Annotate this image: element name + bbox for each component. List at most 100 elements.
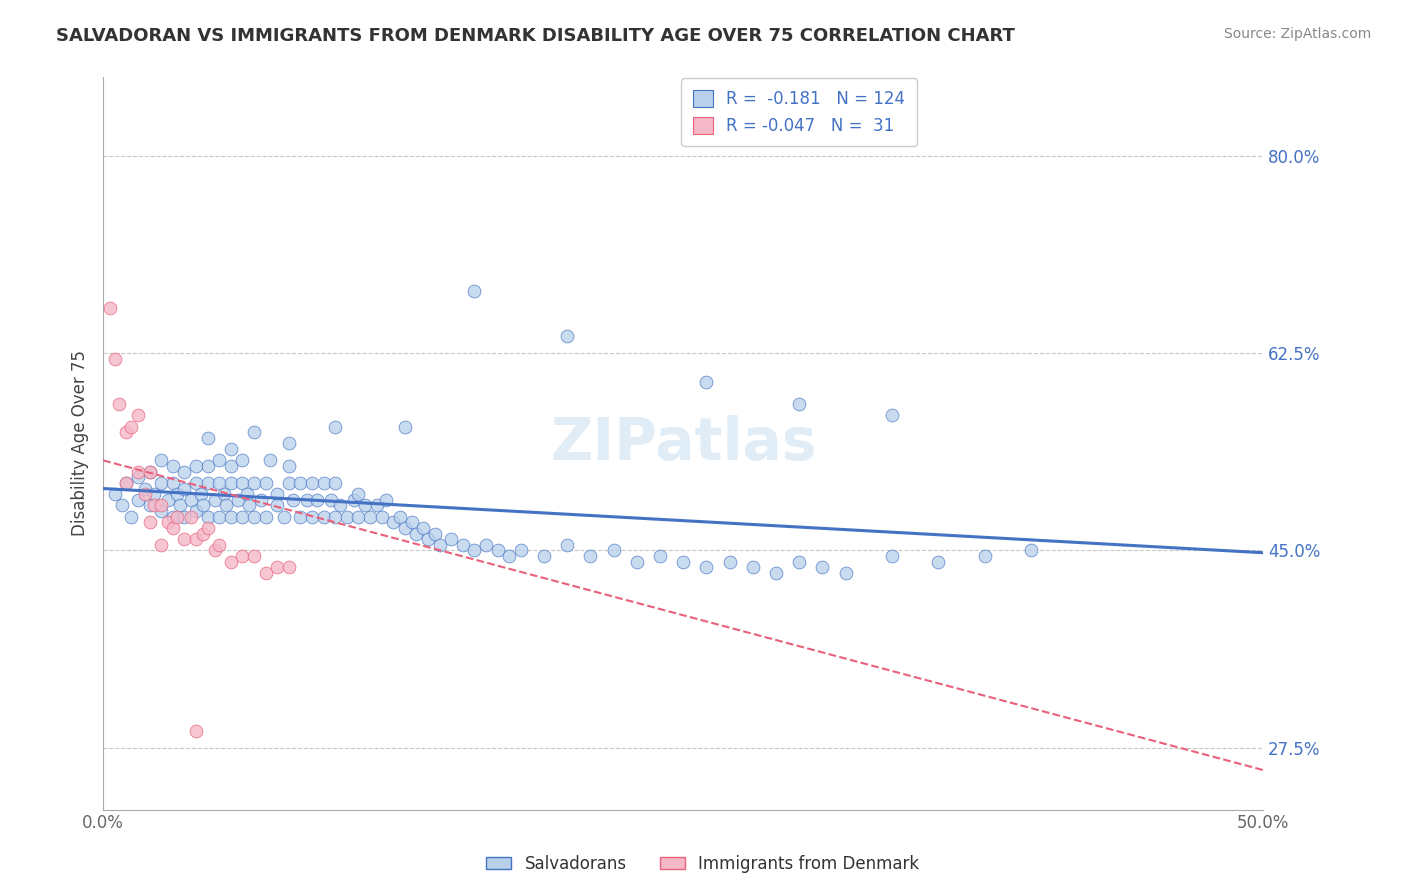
Point xyxy=(401,516,423,530)
Point xyxy=(834,566,856,580)
Point xyxy=(277,560,299,574)
Point xyxy=(412,521,434,535)
Point xyxy=(108,397,131,411)
Point xyxy=(190,487,212,501)
Point xyxy=(180,492,202,507)
Text: Source: ZipAtlas.com: Source: ZipAtlas.com xyxy=(1223,27,1371,41)
Point xyxy=(166,509,188,524)
Point xyxy=(451,538,474,552)
Point xyxy=(134,482,156,496)
Point xyxy=(382,516,405,530)
Point xyxy=(120,419,142,434)
Point xyxy=(226,492,249,507)
Point xyxy=(290,509,312,524)
Point xyxy=(162,509,184,524)
Point xyxy=(354,499,377,513)
Point xyxy=(231,509,253,524)
Point xyxy=(219,509,242,524)
Point xyxy=(150,499,173,513)
Point xyxy=(323,509,346,524)
Point xyxy=(127,470,149,484)
Point xyxy=(219,442,242,456)
Point xyxy=(138,465,160,479)
Point xyxy=(184,458,207,473)
Point xyxy=(219,475,242,490)
Point xyxy=(336,509,359,524)
Point xyxy=(208,509,231,524)
Point xyxy=(173,482,195,496)
Point xyxy=(169,499,191,513)
Point xyxy=(127,492,149,507)
Point xyxy=(555,538,578,552)
Point xyxy=(197,431,219,445)
Point xyxy=(394,521,416,535)
Point xyxy=(173,465,195,479)
Point xyxy=(212,487,235,501)
Point xyxy=(347,487,370,501)
Point xyxy=(389,509,412,524)
Point xyxy=(312,475,335,490)
Point xyxy=(115,475,138,490)
Point xyxy=(475,538,498,552)
Point xyxy=(243,425,266,440)
Point xyxy=(880,409,903,423)
Point xyxy=(765,566,787,580)
Point xyxy=(143,487,166,501)
Point xyxy=(238,499,260,513)
Point xyxy=(405,526,427,541)
Point xyxy=(150,453,173,467)
Point xyxy=(259,453,281,467)
Point xyxy=(463,543,485,558)
Point xyxy=(290,475,312,490)
Point xyxy=(277,475,299,490)
Point xyxy=(343,492,366,507)
Point xyxy=(219,458,242,473)
Point xyxy=(204,492,226,507)
Point xyxy=(323,475,346,490)
Point xyxy=(191,526,214,541)
Point xyxy=(718,555,741,569)
Point xyxy=(197,521,219,535)
Point xyxy=(231,549,253,563)
Point xyxy=(138,465,160,479)
Point xyxy=(138,499,160,513)
Point xyxy=(197,509,219,524)
Point xyxy=(115,425,138,440)
Point xyxy=(243,475,266,490)
Point xyxy=(429,538,451,552)
Point xyxy=(626,555,648,569)
Point xyxy=(243,509,266,524)
Point xyxy=(243,549,266,563)
Point xyxy=(648,549,671,563)
Point xyxy=(927,555,949,569)
Point xyxy=(973,549,995,563)
Point xyxy=(301,475,323,490)
Point xyxy=(184,504,207,518)
Point xyxy=(602,543,624,558)
Point xyxy=(787,555,810,569)
Point xyxy=(394,419,416,434)
Point xyxy=(741,560,763,574)
Point xyxy=(254,509,277,524)
Point xyxy=(208,453,231,467)
Point xyxy=(250,492,273,507)
Point xyxy=(375,492,398,507)
Point xyxy=(695,375,717,389)
Point xyxy=(533,549,555,563)
Point xyxy=(266,487,288,501)
Point xyxy=(166,487,188,501)
Point xyxy=(277,458,299,473)
Point xyxy=(440,533,463,547)
Point xyxy=(486,543,509,558)
Point xyxy=(236,487,259,501)
Point xyxy=(297,492,319,507)
Point xyxy=(219,555,242,569)
Point xyxy=(366,499,388,513)
Point xyxy=(204,543,226,558)
Point xyxy=(266,499,288,513)
Point xyxy=(416,533,439,547)
Point xyxy=(329,499,352,513)
Point xyxy=(463,285,485,299)
Point xyxy=(173,533,195,547)
Legend: R =  -0.181   N = 124, R = -0.047   N =  31: R = -0.181 N = 124, R = -0.047 N = 31 xyxy=(682,78,917,146)
